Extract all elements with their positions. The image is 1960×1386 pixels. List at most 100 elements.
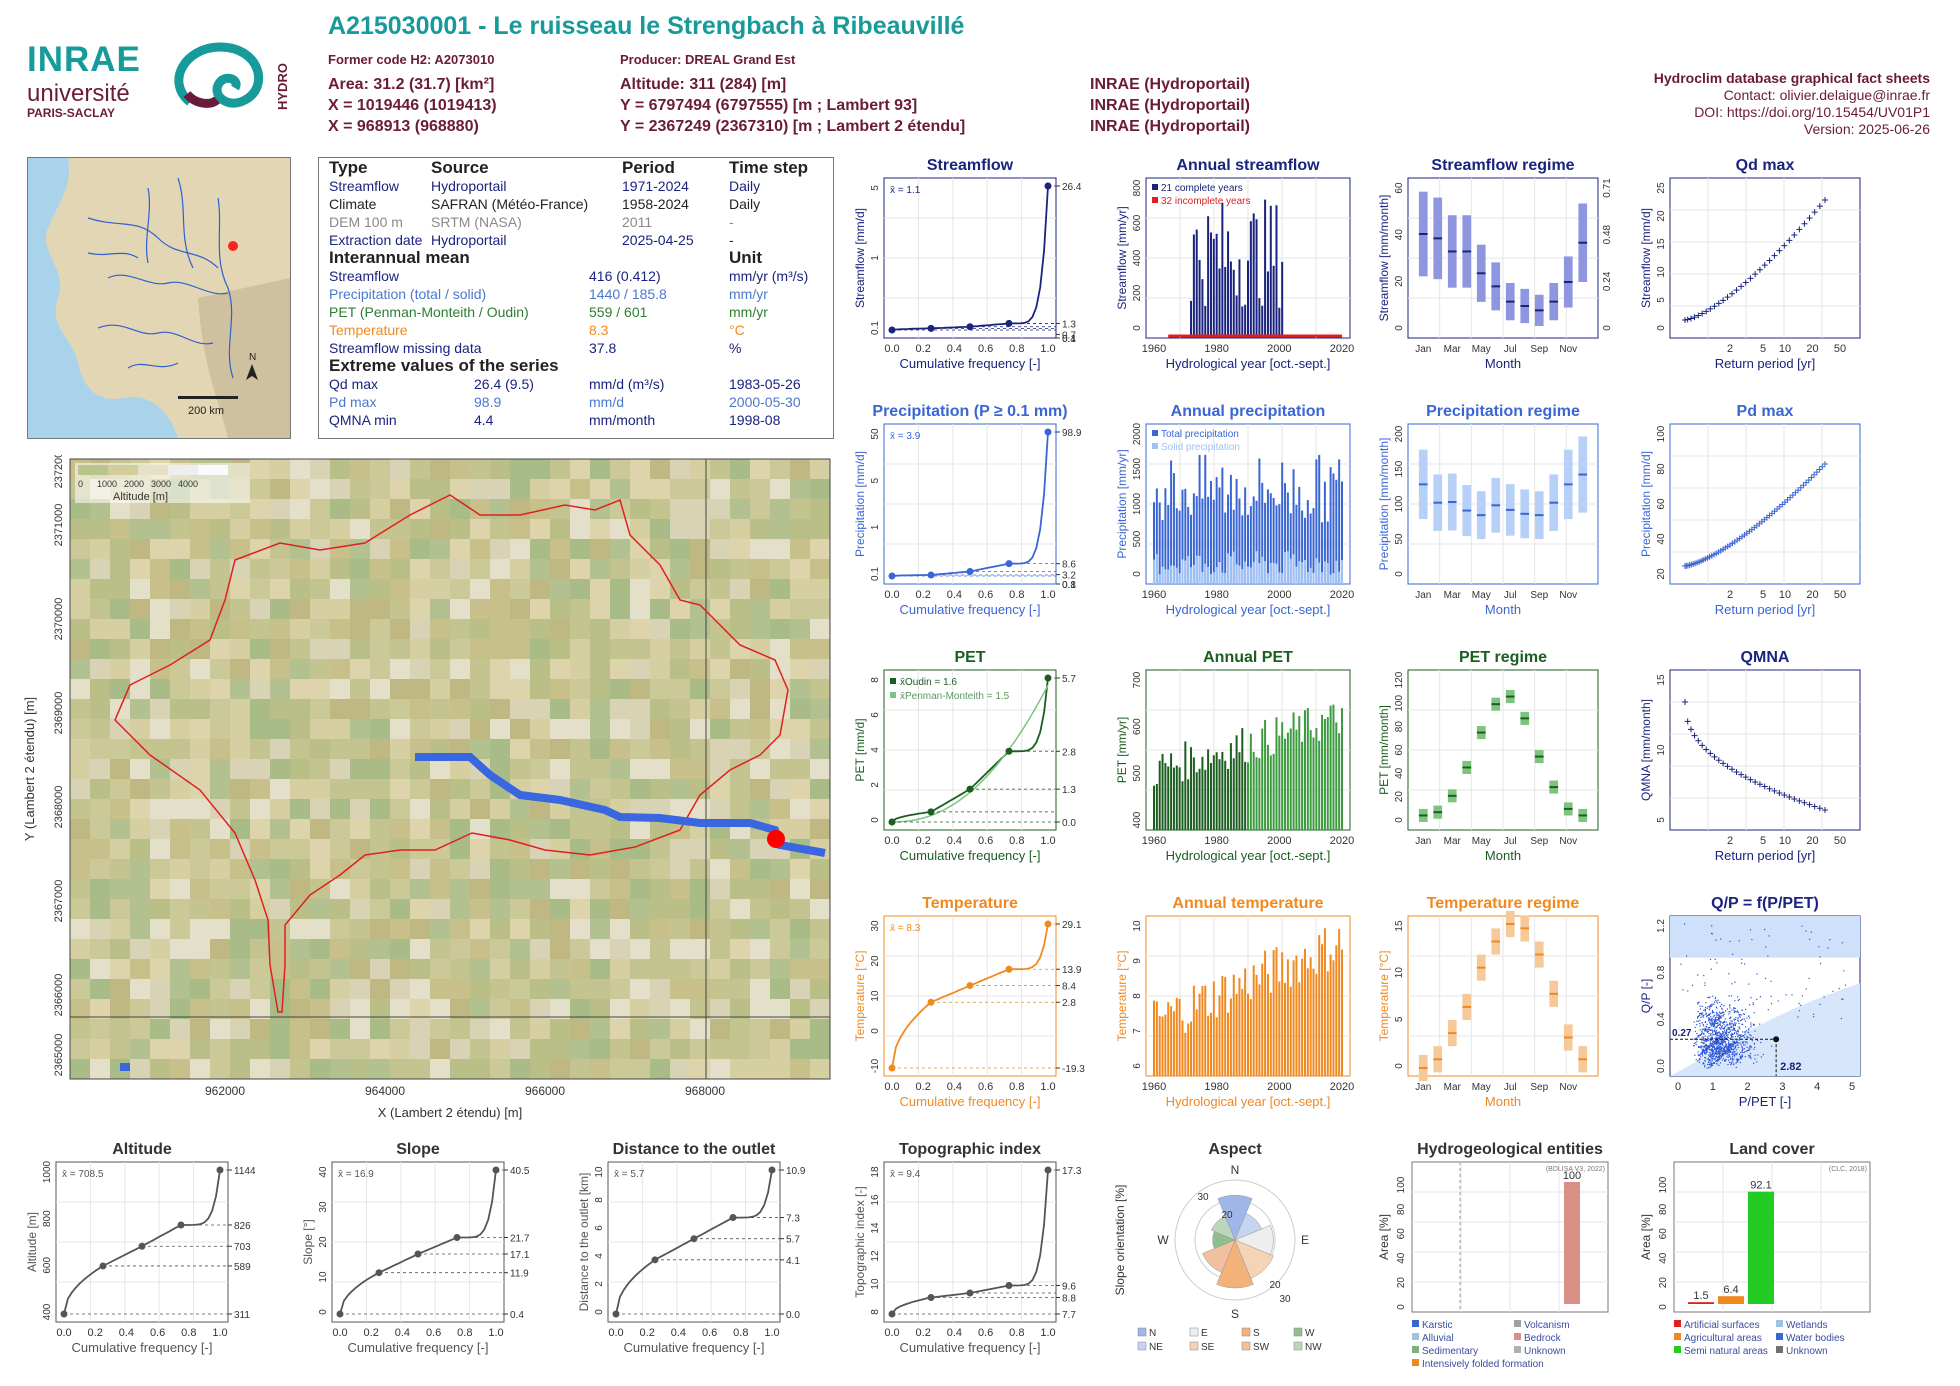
dem-cell xyxy=(430,539,450,559)
scatter-point xyxy=(1724,1027,1726,1029)
solid-bar xyxy=(1164,569,1167,584)
solid-bar xyxy=(1204,563,1207,584)
aspect-sector xyxy=(1211,1216,1236,1241)
scatter-point xyxy=(1709,1005,1711,1008)
data-point xyxy=(1699,742,1706,749)
scatter-point xyxy=(1819,956,1821,958)
dem-cell xyxy=(450,639,470,659)
river-network xyxy=(415,753,826,857)
scatter-point xyxy=(1827,947,1829,949)
right-label: 10.9 xyxy=(786,1166,806,1177)
dem-cell xyxy=(630,699,650,719)
scatter-point xyxy=(1718,1042,1720,1044)
data-point xyxy=(1724,763,1731,770)
scatter-point xyxy=(1713,1038,1715,1040)
annual-bar xyxy=(1218,759,1221,830)
scatter-point xyxy=(1738,940,1740,942)
database-info: Hydroclim database graphical fact sheets… xyxy=(1654,70,1930,138)
dem-cell xyxy=(670,919,690,939)
dem-cell xyxy=(370,879,390,899)
scatter-point xyxy=(1730,1034,1732,1036)
annual-bar xyxy=(1227,231,1230,338)
dem-cell xyxy=(750,499,770,519)
scatter-point xyxy=(1705,1026,1707,1028)
dem-cell xyxy=(270,819,290,839)
dem-cell xyxy=(590,719,610,739)
dem-cell xyxy=(370,479,390,499)
dem-cell xyxy=(790,879,810,899)
annual-bar xyxy=(1155,488,1158,584)
dem-cell xyxy=(270,619,290,639)
dem-cell xyxy=(530,539,550,559)
dem-cell xyxy=(490,1039,510,1059)
dem-cell xyxy=(590,979,610,999)
annual-bar xyxy=(1164,1014,1167,1076)
dem-cell xyxy=(750,639,770,659)
col-source: Source xyxy=(431,158,489,177)
data-point xyxy=(1752,271,1759,278)
scatter-point xyxy=(1838,987,1840,990)
dem-cell xyxy=(470,1059,490,1079)
scatter-point xyxy=(1729,1028,1731,1031)
dem-cell xyxy=(370,619,390,639)
scatter-point xyxy=(1730,1051,1732,1053)
data-point xyxy=(1720,297,1727,304)
dem-cell xyxy=(230,799,250,819)
dem-cell xyxy=(90,759,110,779)
scatter-point xyxy=(1712,1064,1714,1066)
data-point xyxy=(1005,560,1013,568)
dem-cell xyxy=(690,899,710,919)
legend-swatch xyxy=(1514,1346,1521,1353)
annual-bar xyxy=(1329,467,1332,584)
scatter-point xyxy=(1724,1045,1726,1047)
scatter-point xyxy=(1733,1033,1735,1035)
scatter-point xyxy=(1709,1026,1711,1028)
scatter-point xyxy=(1728,1028,1730,1030)
dem-cell xyxy=(290,559,310,579)
dem-cell xyxy=(370,659,390,679)
contact-link[interactable]: Contact: olivier.delaigue@inrae.fr xyxy=(1723,87,1930,103)
x-tick-label: Mar xyxy=(1444,344,1462,355)
scatter-point xyxy=(1705,1029,1707,1031)
doi-link[interactable]: DOI: https://doi.org/10.15454/UV01P1 xyxy=(1694,104,1930,120)
dem-cell xyxy=(650,859,670,879)
basin-ytick: 2370000 xyxy=(53,598,65,641)
scatter-point xyxy=(1711,1032,1714,1034)
annual-bar xyxy=(1247,260,1249,338)
scatter-point xyxy=(1785,994,1787,996)
dem-cell xyxy=(550,599,570,619)
dem-cell xyxy=(90,1039,110,1059)
x-tick-label: Nov xyxy=(1559,1082,1577,1093)
scatter-point xyxy=(1728,1011,1730,1013)
data-point xyxy=(1776,247,1783,254)
y-tick-label: 600 xyxy=(42,1257,53,1274)
dem-cell xyxy=(330,819,350,839)
scatter-point xyxy=(1733,1053,1735,1055)
annual-bar xyxy=(1161,753,1164,830)
y-tick-label: 14 xyxy=(870,1222,881,1234)
dem-cell xyxy=(210,619,230,639)
dem-cell xyxy=(690,679,710,699)
annual-bar xyxy=(1201,498,1204,584)
x-tick-label: 0.8 xyxy=(181,1327,196,1339)
legend-entry: Solid precipitation xyxy=(1161,442,1240,453)
dem-cell xyxy=(350,919,370,939)
dem-cell xyxy=(430,899,450,919)
scatter-point xyxy=(1708,1055,1710,1057)
dem-cell xyxy=(130,579,150,599)
dem-cell xyxy=(650,779,670,799)
dem-cell xyxy=(670,759,690,779)
scatter-point xyxy=(1700,1045,1702,1047)
scatter-point xyxy=(1744,1013,1746,1015)
dem-cell xyxy=(370,459,390,479)
scatter-point xyxy=(1718,1031,1720,1033)
scatter-point xyxy=(1704,1064,1706,1067)
scatter-point xyxy=(1733,1024,1735,1026)
cell: Precipitation (total / solid) xyxy=(329,286,487,302)
annual-bar xyxy=(1204,305,1207,338)
dem-cell xyxy=(310,939,330,959)
dem-cell xyxy=(130,899,150,919)
scatter-point xyxy=(1712,1041,1714,1043)
annual-bar xyxy=(1301,741,1304,830)
dem-cell xyxy=(670,639,690,659)
